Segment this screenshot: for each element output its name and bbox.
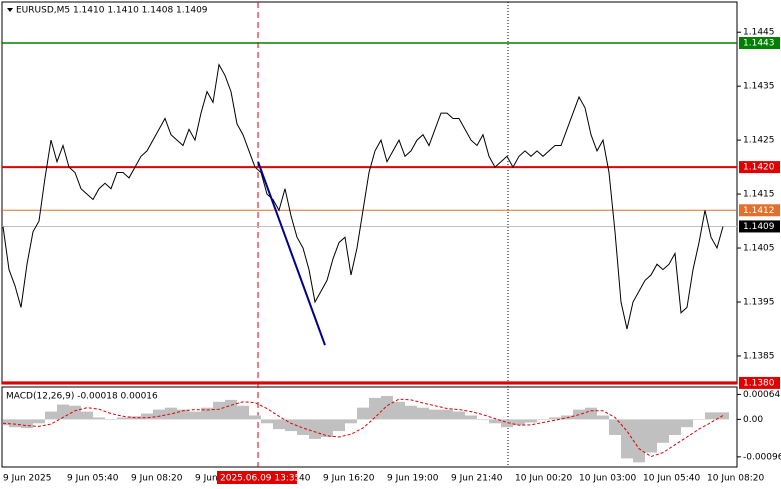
macd-bar (201, 407, 213, 420)
macd-bar (237, 405, 249, 420)
macd-bar (321, 419, 333, 437)
macd-bar (297, 419, 309, 435)
macd-bar (621, 419, 633, 459)
macd-bar (69, 405, 81, 420)
macd-bar (381, 395, 393, 420)
x-tick-label: 9 Jun 16:20 (323, 474, 375, 484)
macd-bar (81, 411, 93, 420)
macd-bar (309, 419, 321, 439)
macd-bar (681, 419, 693, 428)
price-level-box (739, 161, 780, 174)
macd-bar (525, 419, 537, 423)
macd-bar (585, 407, 597, 420)
macd-bar (249, 415, 261, 420)
macd-bar (393, 401, 405, 420)
macd-bar (693, 419, 705, 420)
x-tick-label: 9 Jun 21:40 (451, 474, 503, 484)
trendline (257, 161, 326, 346)
macd-bar (345, 419, 357, 424)
x-tick-label: 9 Jun 19:00 (387, 474, 439, 484)
x-tick-label: 10 Jun 05:40 (643, 474, 700, 484)
x-tick-label: 9 Jun 2025 (3, 474, 51, 484)
macd-title: MACD(12,26,9) -0.00018 0.00016 (6, 392, 158, 402)
macd-bar (153, 409, 165, 420)
macd-bar (45, 411, 57, 420)
price-level-box (739, 376, 780, 389)
menu-arrow[interactable] (7, 8, 13, 12)
macd-bar (705, 412, 717, 420)
x-tick-label: 10 Jun 03:00 (579, 474, 636, 484)
x-tick-label: 9 Jun 08:20 (131, 474, 183, 484)
x-tick-label: 10 Jun 00:20 (515, 474, 572, 484)
price-level-label: 1.1412 (743, 206, 775, 216)
macd-bar (429, 409, 441, 420)
macd-bar (9, 419, 21, 428)
price-level-label: 1.1380 (743, 378, 775, 388)
price-level-box (739, 220, 780, 233)
macd-bar (633, 419, 645, 463)
macd-bar (513, 419, 525, 426)
y-tick-label: 1.1395 (743, 297, 775, 307)
macd-bar (369, 397, 381, 420)
x-tick-label: 10 Jun 08:20 (707, 474, 764, 484)
macd-bar (141, 413, 153, 420)
macd-bar (273, 419, 285, 430)
price-line (2, 63, 724, 330)
macd-bar (225, 399, 237, 420)
macd-bar (441, 409, 453, 420)
macd-bar (333, 419, 345, 432)
y-tick-label: 0.00 (743, 415, 763, 425)
macd-bar (597, 415, 609, 420)
macd-bar (609, 419, 621, 435)
macd-signal (2, 398, 724, 458)
macd-bar (453, 411, 465, 420)
macd-bar (477, 419, 489, 420)
macd-bar (285, 419, 297, 432)
macd-bar (93, 417, 105, 420)
crosshair-box (217, 471, 297, 484)
x-tick-label: 9 Jun 05:40 (67, 474, 119, 484)
price-level-box (739, 37, 780, 50)
macd-bar (657, 419, 669, 443)
macd-bar (501, 419, 513, 428)
macd-bar (357, 407, 369, 420)
macd-bar (21, 419, 33, 428)
macd-bar (417, 407, 429, 420)
price-level-label: 1.1409 (743, 222, 775, 232)
price-level-label: 1.1443 (743, 39, 775, 49)
y-tick-label: 1.1425 (743, 136, 775, 146)
y-tick-label: -0.00096 (743, 452, 781, 462)
macd-bar (489, 419, 501, 424)
macd-bar (465, 415, 477, 420)
chart-header: EURUSD,M5 1.1410 1.1410 1.1408 1.1409 (16, 6, 208, 16)
y-tick-label: 1.1405 (743, 244, 775, 254)
price-level-label: 1.1420 (743, 163, 775, 173)
macd-bar (117, 417, 129, 420)
macd-bar (261, 419, 273, 424)
y-tick-label: 1.1435 (743, 82, 775, 92)
crosshair-label: 2025.06.09 13:35 (220, 474, 300, 484)
macd-bar (177, 409, 189, 420)
y-tick-label: 1.1445 (743, 28, 775, 38)
price-level-box (739, 204, 780, 217)
macd-bar (33, 419, 45, 424)
macd-bar (669, 419, 681, 435)
y-tick-label: 1.1415 (743, 190, 775, 200)
chart-layer: 1.1445 1.1435 1.1425 1.1415 1.1405 1.1395 1.13… (2, 28, 781, 484)
macd-bar (213, 401, 225, 420)
macd-bar (549, 417, 561, 420)
macd-bar (165, 407, 177, 420)
y-tick-label: 0.00064 (743, 390, 780, 400)
macd-bar (537, 419, 549, 420)
macd-bar (405, 405, 417, 420)
macd-bar (105, 419, 117, 420)
macd-pane (1, 386, 738, 468)
macd-bar (645, 419, 657, 453)
macd-bar (189, 411, 201, 420)
y-tick-label: 1.1385 (743, 351, 775, 361)
